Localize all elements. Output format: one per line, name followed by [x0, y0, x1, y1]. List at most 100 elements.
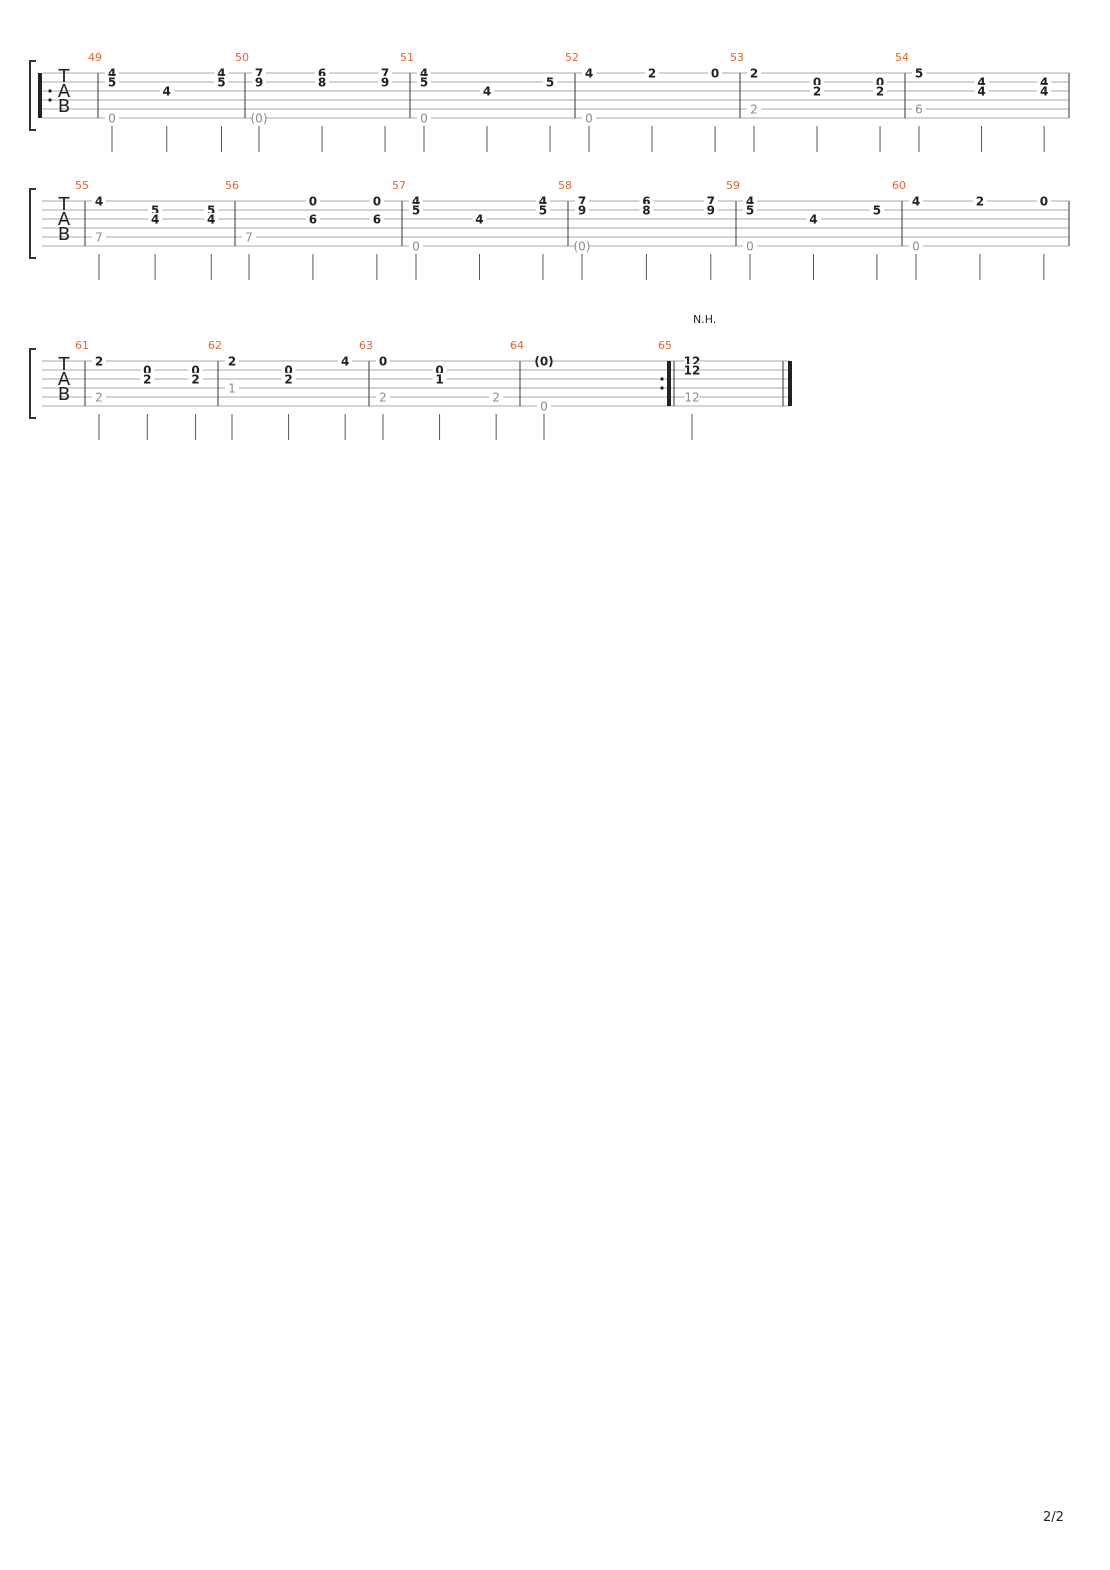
- fret-number: 5: [539, 204, 547, 218]
- fret-background: [225, 382, 239, 394]
- measure-number: 50: [235, 51, 249, 64]
- fret-background: [974, 85, 989, 97]
- tab-clef-letter: B: [58, 384, 70, 405]
- measure-number: 65: [658, 339, 672, 352]
- fret-background: [369, 213, 384, 225]
- fret-background: [105, 112, 119, 124]
- fret-number: 2: [648, 67, 656, 81]
- repeat-start-thick-bar: [38, 73, 42, 118]
- fret-number: 4: [746, 195, 754, 209]
- measure-number: 61: [75, 339, 89, 352]
- fret-number: 6: [309, 213, 317, 227]
- fret-number: 12: [684, 391, 699, 405]
- measure-number: 53: [730, 51, 744, 64]
- fret-number: 7: [245, 231, 253, 245]
- fret-number: 7: [707, 195, 715, 209]
- fret-number: 2: [750, 67, 758, 81]
- fret-number: 2: [379, 391, 387, 405]
- fret-number: 4: [483, 85, 491, 99]
- fret-number: (0): [251, 112, 268, 126]
- fret-number: 1: [435, 373, 443, 387]
- fret-background: [214, 76, 229, 88]
- fret-number: 8: [318, 76, 326, 90]
- fret-number: 2: [492, 391, 500, 405]
- fret-number: 4: [420, 67, 428, 81]
- fret-number: (0): [574, 240, 591, 254]
- fret-number: 4: [163, 85, 171, 99]
- fret-number: 0: [379, 355, 387, 369]
- fret-background: [338, 355, 353, 367]
- fret-number: 0: [912, 240, 920, 254]
- measure-number: 51: [400, 51, 414, 64]
- fret-background: [417, 112, 431, 124]
- fret-number: 5: [217, 76, 225, 90]
- fret-number: 5: [108, 76, 116, 90]
- fret-background: [909, 195, 923, 207]
- fret-number: 4: [1040, 76, 1048, 90]
- fret-background: [92, 231, 106, 243]
- fret-background: [535, 204, 550, 216]
- fret-number: 0: [420, 112, 428, 126]
- fret-background: [92, 391, 106, 403]
- repeat-dot: [48, 98, 52, 102]
- fret-background: [378, 76, 393, 88]
- fret-number: 4: [475, 213, 483, 227]
- fret-background: [873, 85, 888, 97]
- repeat-dot: [660, 386, 664, 390]
- fret-background: [188, 373, 203, 385]
- fret-number: 6: [373, 213, 381, 227]
- tab-clef-letter: A: [58, 209, 71, 230]
- fret-number: 4: [585, 67, 593, 81]
- fret-background: [140, 373, 155, 385]
- fret-background: [225, 355, 239, 367]
- fret-background: [575, 204, 589, 216]
- fret-background: [747, 103, 761, 115]
- fret-background: [639, 204, 654, 216]
- tab-clef-letter: T: [58, 354, 71, 375]
- fret-background: [252, 76, 266, 88]
- fret-background: [376, 391, 390, 403]
- fret-background: [204, 213, 219, 225]
- fret-background: [242, 231, 256, 243]
- fret-number: 2: [876, 85, 884, 99]
- fret-number: 4: [539, 195, 547, 209]
- repeat-dot: [48, 89, 52, 93]
- system-brace: [29, 348, 36, 419]
- fret-number: 0: [876, 76, 884, 90]
- fret-background: [575, 240, 589, 252]
- measure-number: 63: [359, 339, 373, 352]
- fret-number: 4: [1040, 85, 1048, 99]
- fret-number: 5: [151, 204, 159, 218]
- fret-number: 2: [143, 373, 151, 387]
- measure-number: 49: [88, 51, 102, 64]
- fret-number: 0: [191, 364, 199, 378]
- fret-number: 9: [707, 204, 715, 218]
- fret-number: 0: [1040, 195, 1048, 209]
- fret-background: [480, 85, 495, 97]
- tab-clef-letter: B: [58, 96, 70, 117]
- fret-background: [703, 204, 718, 216]
- fret-background: [543, 76, 558, 88]
- fret-number: 8: [642, 204, 650, 218]
- fret-number: 2: [976, 195, 984, 209]
- fret-number: 7: [381, 67, 389, 81]
- fret-background: [806, 213, 821, 225]
- fret-number: 4: [412, 195, 420, 209]
- fret-background: [92, 195, 106, 207]
- fret-background: [409, 204, 423, 216]
- fret-number: 6: [318, 67, 326, 81]
- fret-number: 0: [585, 112, 593, 126]
- fret-number: 7: [95, 231, 103, 245]
- measure-number: 56: [225, 179, 239, 192]
- fret-number: 4: [95, 195, 103, 209]
- fret-background: [252, 112, 266, 124]
- system-brace: [29, 60, 36, 131]
- natural-harmonic-label: N.H.: [693, 313, 716, 326]
- fret-number: 4: [207, 213, 215, 227]
- fret-number: 2: [95, 355, 103, 369]
- fret-background: [417, 76, 431, 88]
- fret-number: 5: [420, 76, 428, 90]
- fret-background: [1037, 85, 1052, 97]
- fret-number: (0): [534, 355, 553, 369]
- fret-background: [582, 67, 596, 79]
